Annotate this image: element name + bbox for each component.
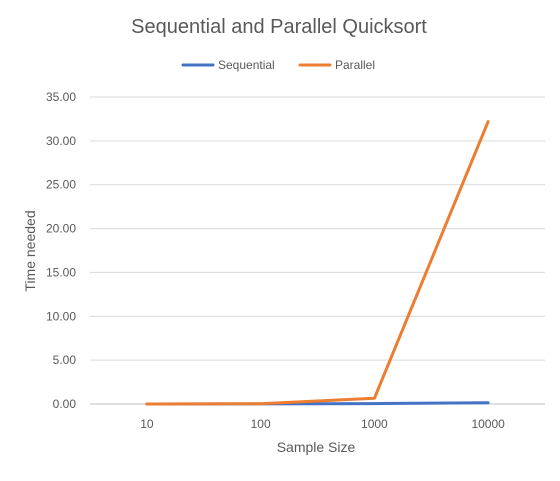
x-axis-tick-labels: 10 100 1000 10000	[140, 417, 505, 431]
x-tick-label: 10	[140, 417, 154, 431]
y-tick-label: 15.00	[46, 265, 76, 279]
series-line-parallel	[145, 120, 490, 406]
x-tick-label: 100	[251, 417, 271, 431]
legend-label-parallel: Parallel	[335, 58, 375, 72]
x-tick-label: 1000	[361, 417, 388, 431]
legend: Sequential Parallel	[181, 58, 375, 72]
chart-title: Sequential and Parallel Quicksort	[131, 16, 427, 38]
y-tick-label: 25.00	[46, 178, 76, 192]
y-tick-label: 5.00	[53, 353, 77, 367]
y-tick-label: 35.00	[46, 90, 76, 104]
gridlines	[90, 96, 545, 405]
y-tick-label: 30.00	[46, 134, 76, 148]
legend-label-sequential: Sequential	[218, 58, 275, 72]
y-tick-label: 20.00	[46, 222, 76, 236]
series-lines	[145, 120, 490, 406]
y-tick-label: 10.00	[46, 309, 76, 323]
y-axis-tick-labels: 0.00 5.00 10.00 15.00 20.00 25.00 30.00 35.00	[46, 90, 76, 411]
x-axis-title: Sample Size	[277, 439, 356, 455]
y-axis-title: Time needed	[22, 210, 38, 291]
x-tick-label: 10000	[471, 417, 505, 431]
y-tick-label: 0.00	[53, 397, 77, 411]
